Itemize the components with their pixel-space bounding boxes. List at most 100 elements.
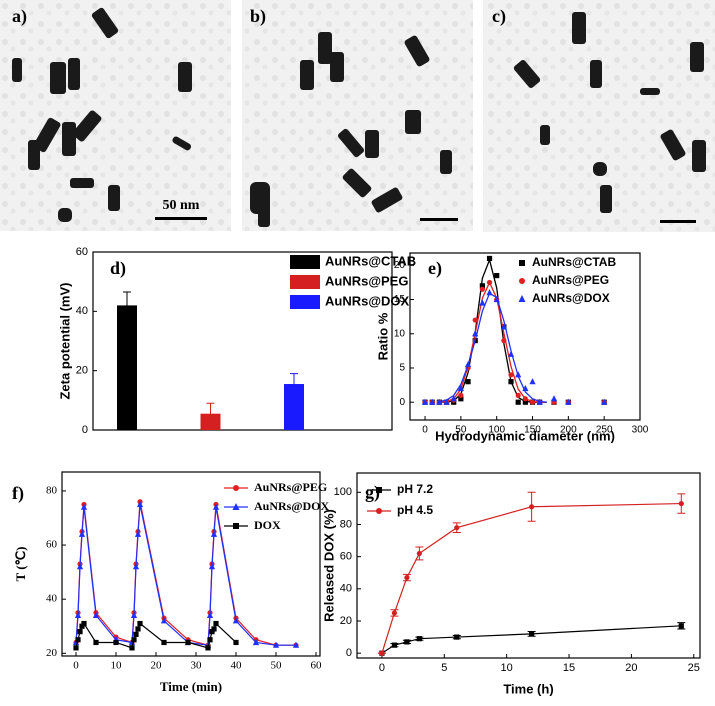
x-tick-label: 50	[271, 660, 283, 672]
panel-label: c)	[492, 6, 506, 27]
series-line	[381, 625, 682, 654]
marker	[136, 500, 144, 508]
marker	[436, 398, 443, 405]
error-bar	[123, 291, 131, 320]
x-tick-label: 300	[632, 425, 649, 436]
marker	[550, 395, 558, 402]
chart-panel: 0 20 40 60 d) Zeta potential (mV) AuNRs@CTAB Au…	[57, 246, 416, 436]
legend-marker	[232, 503, 240, 510]
legend-label: pH 7.2	[397, 482, 433, 496]
marker	[113, 639, 119, 646]
y-tick-label: 40	[76, 305, 88, 317]
panel-label: a)	[12, 6, 27, 27]
marker	[379, 650, 385, 656]
legend-label: pH 4.5	[397, 503, 433, 517]
error-bar	[206, 402, 215, 425]
bar	[117, 305, 137, 430]
legend-label: AuNRs@DOX	[325, 293, 410, 308]
error-bar	[290, 373, 298, 395]
y-axis-label: Released DOX (%)	[321, 509, 336, 622]
y-tick-label: 60	[46, 539, 58, 551]
marker	[464, 360, 472, 368]
y-tick-label: 5	[399, 363, 405, 374]
legend-marker	[519, 278, 525, 284]
marker	[500, 323, 507, 330]
y-tick-label: 20	[340, 615, 352, 627]
marker	[209, 629, 215, 635]
marker	[472, 330, 479, 337]
marker	[213, 620, 219, 627]
x-tick-label: 0	[73, 660, 79, 672]
x-tick-label: 50	[455, 425, 467, 436]
marker	[472, 317, 478, 323]
legend-label: AuNRs@PEG	[325, 273, 408, 288]
marker	[454, 634, 460, 640]
y-tick-label: 0	[399, 397, 405, 408]
marker	[134, 530, 142, 537]
marker	[515, 371, 522, 378]
fit-curve	[439, 280, 547, 403]
marker	[207, 637, 213, 643]
legend-label: AuNRs@DOX	[532, 291, 610, 305]
legend-marker	[519, 260, 525, 266]
marker	[292, 641, 300, 648]
marker	[450, 395, 457, 402]
tem-image-a: a) 50 nm	[0, 0, 231, 231]
tem-image-c: c)	[483, 0, 715, 232]
legend-label: AuNRs@PEG	[532, 273, 609, 287]
x-tick-label: 0	[379, 662, 385, 674]
marker	[272, 641, 280, 648]
x-tick-label: 20	[151, 660, 163, 672]
marker	[135, 626, 141, 632]
y-tick-label: 60	[76, 246, 88, 258]
marker	[501, 338, 507, 344]
x-tick-label: 0	[422, 425, 428, 436]
marker	[78, 530, 86, 537]
marker	[454, 525, 460, 531]
legend-swatch	[290, 295, 320, 309]
plot-frame	[92, 251, 393, 431]
marker	[93, 639, 99, 646]
x-tick-label: 25	[688, 662, 700, 674]
marker	[678, 500, 684, 507]
y-tick-label: 100	[334, 486, 352, 498]
y-axis-label: Zeta potential (mV)	[57, 282, 72, 399]
marker	[486, 255, 493, 262]
marker	[457, 384, 464, 392]
panel-label: e)	[428, 258, 442, 279]
marker	[185, 639, 191, 646]
legend-marker	[518, 295, 526, 302]
panel-label: b)	[250, 6, 266, 27]
marker	[92, 611, 100, 619]
bar	[284, 384, 304, 430]
marker	[212, 503, 220, 510]
marker	[210, 530, 218, 537]
marker	[522, 396, 528, 402]
marker	[529, 631, 535, 637]
marker	[479, 286, 485, 292]
marker	[565, 398, 572, 405]
y-tick-label: 20	[394, 260, 406, 271]
marker	[233, 639, 239, 646]
marker	[77, 629, 83, 635]
x-axis-label: Time (h)	[503, 681, 553, 696]
legend-marker	[376, 508, 382, 514]
x-tick-label: 10	[111, 660, 123, 672]
marker	[211, 626, 217, 632]
scale-bar-label: 50 nm	[163, 198, 200, 213]
y-tick-label: 0	[346, 647, 352, 659]
plot-frame	[356, 472, 701, 659]
marker	[79, 623, 85, 629]
marker	[458, 392, 464, 398]
legend-swatch	[290, 255, 320, 269]
y-tick-label: 20	[76, 365, 88, 377]
plot-frame	[409, 252, 641, 421]
y-tick-label: 40	[46, 593, 58, 605]
x-tick-label: 10	[501, 662, 513, 674]
tem-image-b: b)	[242, 0, 473, 231]
marker	[252, 638, 260, 646]
marker	[208, 563, 216, 570]
legend-label: AuNRs@DOX	[254, 499, 330, 513]
marker	[601, 398, 608, 405]
